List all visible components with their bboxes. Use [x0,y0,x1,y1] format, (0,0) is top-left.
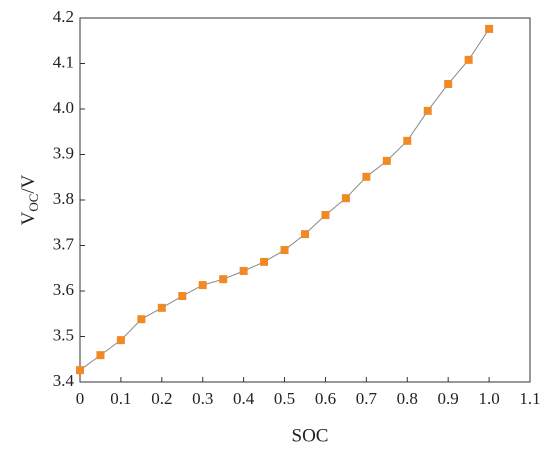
data-point [157,303,166,312]
data-point [76,366,84,375]
data-point [178,292,187,301]
y-label-rest: /V [18,174,39,193]
data-point [485,24,494,33]
data-point [116,336,125,345]
x-tick-label: 0 [76,389,85,408]
x-tick-label: 0.4 [233,389,255,408]
data-point [464,55,473,64]
y-tick-label: 3.9 [53,143,74,162]
y-label-sub: OC [26,194,41,212]
y-tick-label: 4.0 [53,98,74,117]
plot-frame [79,17,531,383]
data-point [423,106,432,115]
data-point [260,257,269,266]
y-label-main: V [18,211,39,225]
y-tick-label: 3.7 [53,234,75,253]
x-tick-label: 0.5 [274,389,295,408]
x-tick-label: 1.1 [519,389,540,408]
data-point [362,172,371,181]
x-tick-label: 0.7 [356,389,378,408]
x-tick-label: 0.1 [110,389,131,408]
data-point [341,194,350,203]
x-tick-label: 1.0 [478,389,499,408]
y-tick-label: 3.8 [53,189,74,208]
x-tick-label: 0.6 [315,389,336,408]
data-point [403,136,412,145]
data-point [96,351,105,360]
data-point [444,79,453,88]
data-point [280,246,289,255]
y-axis-label: VOC/V [18,174,41,225]
data-point [219,275,228,284]
y-tick-label: 4.1 [53,52,74,71]
x-tick-label: 0.3 [192,389,213,408]
data-point [321,211,330,220]
y-tick-label: 4.2 [53,7,74,26]
x-tick-label: 0.8 [397,389,418,408]
data-point [382,156,391,165]
data-point [239,266,248,275]
y-tick-label: 3.5 [53,325,74,344]
y-tick-label: 3.6 [53,280,74,299]
x-tick-label: 0.9 [438,389,459,408]
data-point [301,230,309,239]
x-axis-label: SOC [292,425,329,446]
x-tick-label: 0.2 [151,389,172,408]
data-point [137,315,146,324]
y-tick-label: 3.4 [53,371,75,390]
data-point [198,281,207,290]
